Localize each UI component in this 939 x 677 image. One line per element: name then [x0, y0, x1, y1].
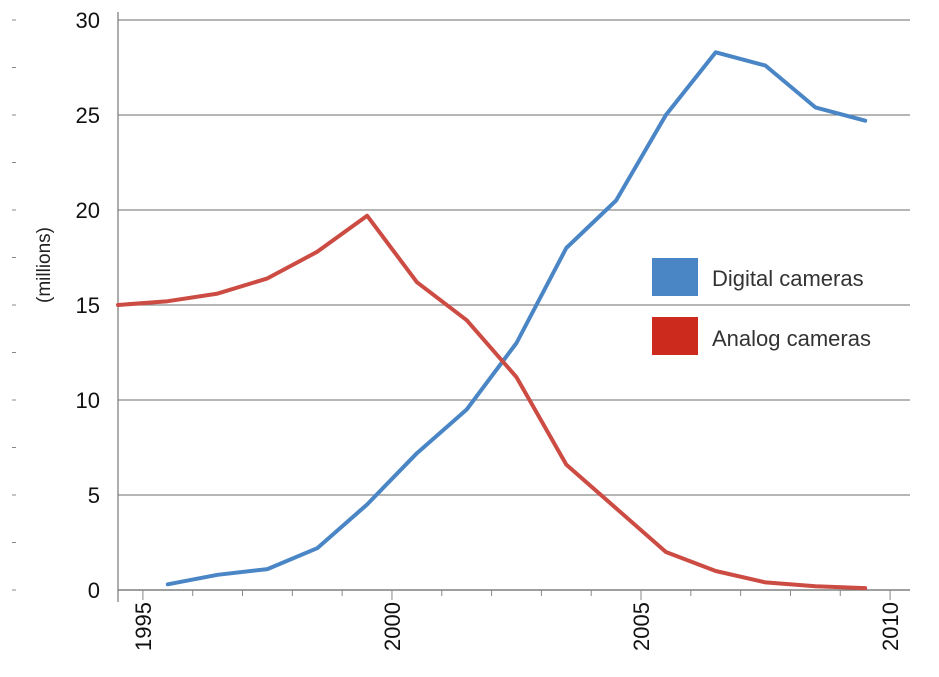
legend-swatch-analog — [652, 317, 698, 355]
y-tick-label-15: 15 — [76, 293, 100, 318]
legend: Digital cameras Analog cameras — [652, 258, 871, 355]
x-tick-label-2005: 2005 — [629, 602, 654, 651]
y-tick-label-0: 0 — [88, 578, 100, 603]
x-tick-label-2000: 2000 — [380, 602, 405, 651]
legend-label-digital: Digital cameras — [712, 266, 864, 291]
y-axis-label: (millions) — [34, 227, 55, 303]
series-line-digital — [165, 50, 868, 587]
gridlines — [118, 19, 910, 591]
y-tick-label-5: 5 — [88, 483, 100, 508]
y-tick-label-10: 10 — [76, 388, 100, 413]
legend-swatch-digital — [652, 258, 698, 296]
y-tick-label-25: 25 — [76, 103, 100, 128]
legend-label-analog: Analog cameras — [712, 326, 871, 351]
series-lines — [116, 50, 868, 591]
x-tick-label-1995: 1995 — [131, 602, 156, 651]
x-tick-label-2010: 2010 — [878, 602, 903, 651]
series-line-analog — [116, 213, 868, 591]
y-tick-label-20: 20 — [76, 198, 100, 223]
y-tick-label-30: 30 — [76, 8, 100, 33]
axes: 0 5 10 15 20 25 30 1995 2000 2005 2010 — [12, 8, 910, 651]
